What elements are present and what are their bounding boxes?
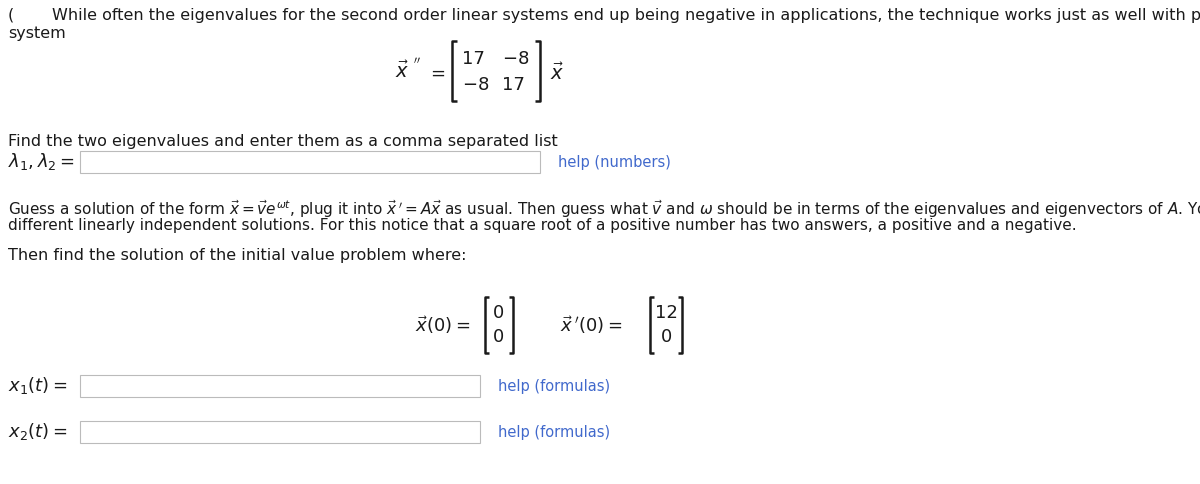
Text: 12: 12 [654,304,678,322]
Text: $-8$: $-8$ [502,50,529,68]
Text: system: system [8,26,66,41]
Text: While often the eigenvalues for the second order linear systems end up being neg: While often the eigenvalues for the seco… [52,8,1200,23]
Text: different linearly independent solutions. For this notice that a square root of : different linearly independent solutions… [8,218,1076,233]
FancyBboxPatch shape [80,421,480,443]
Text: help (formulas): help (formulas) [498,378,610,393]
Text: (: ( [8,8,14,23]
Text: $''$: $''$ [413,57,421,72]
Text: 0: 0 [493,304,505,322]
Text: $x_1(t) =$: $x_1(t) =$ [8,376,67,396]
Text: help (formulas): help (formulas) [498,424,610,439]
Text: $-8$: $-8$ [462,76,490,94]
Text: 0: 0 [660,328,672,346]
Text: Guess a solution of the form $\vec{x} = \vec{v}e^{\omega t}$, plug it into $\vec: Guess a solution of the form $\vec{x} = … [8,198,1200,220]
Text: $\vec{x}(0) =$: $\vec{x}(0) =$ [415,314,470,336]
Text: Then find the solution of the initial value problem where:: Then find the solution of the initial va… [8,248,467,263]
Text: Find the two eigenvalues and enter them as a comma separated list: Find the two eigenvalues and enter them … [8,134,558,149]
Text: 0: 0 [493,328,505,346]
FancyBboxPatch shape [80,375,480,397]
Text: help (numbers): help (numbers) [558,154,671,169]
Text: $\lambda_1, \lambda_2 =$: $\lambda_1, \lambda_2 =$ [8,151,74,172]
Text: $=$: $=$ [427,64,445,82]
Text: $\vec{x}\,'(0) =$: $\vec{x}\,'(0) =$ [560,314,623,336]
Text: $\vec{x}$: $\vec{x}$ [550,62,564,84]
Text: $x_2(t) =$: $x_2(t) =$ [8,422,67,442]
FancyBboxPatch shape [80,151,540,173]
Text: 17: 17 [462,50,485,68]
Text: $\vec{x}$: $\vec{x}$ [395,60,409,82]
Text: 17: 17 [502,76,524,94]
